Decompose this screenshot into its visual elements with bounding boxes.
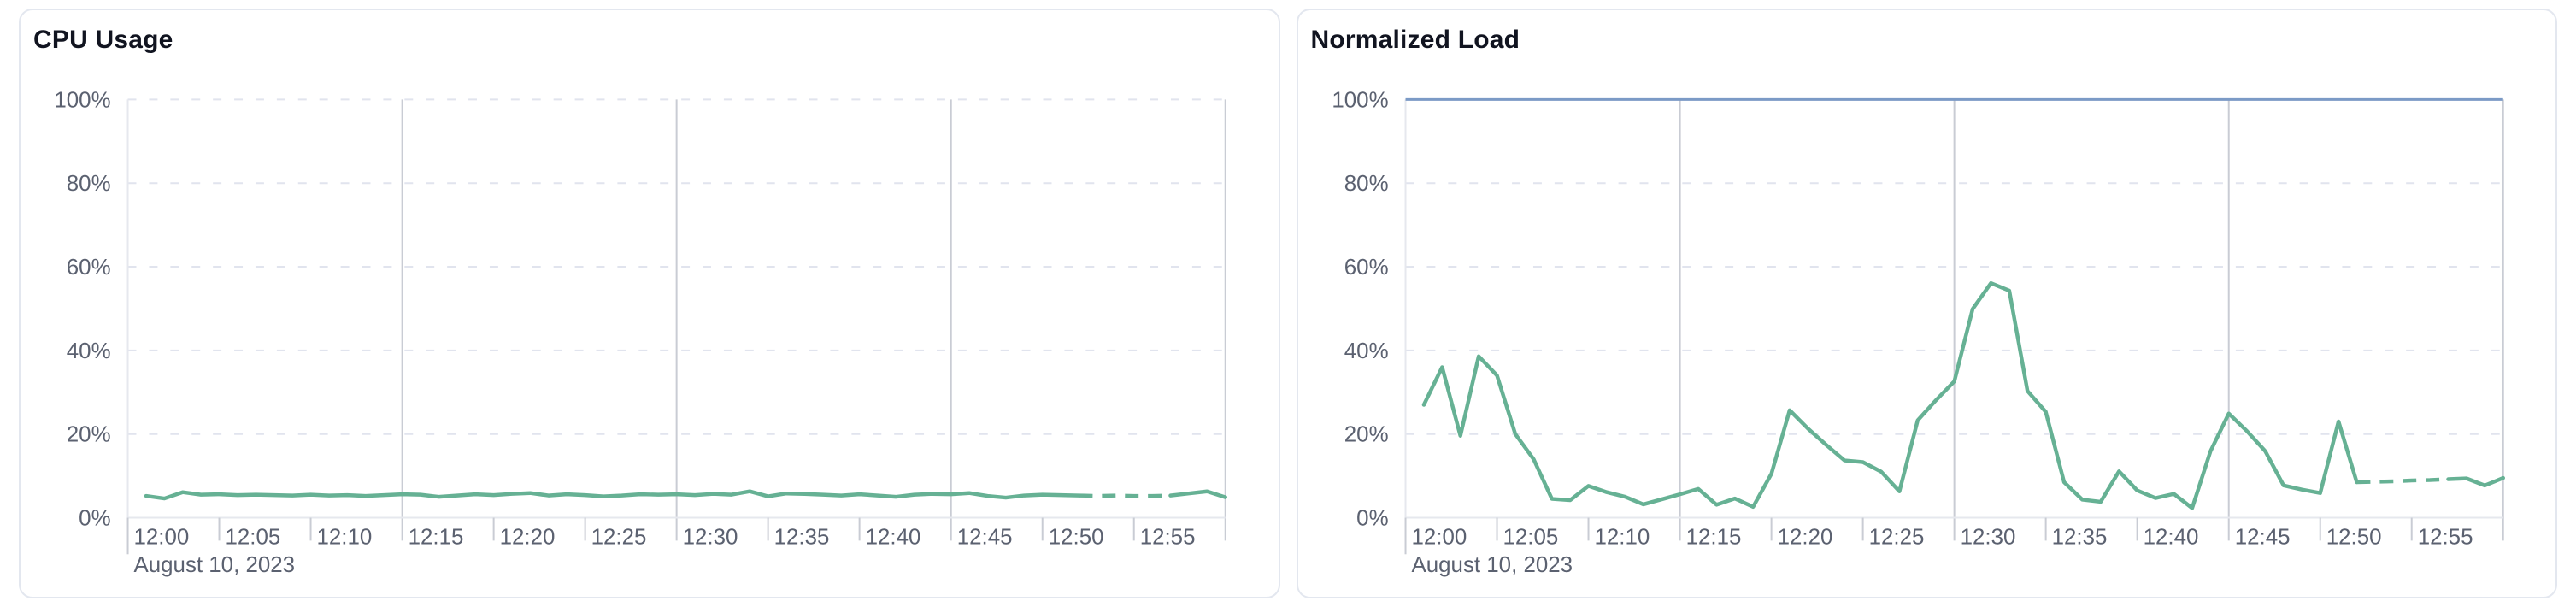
series-line: [1421, 280, 2359, 510]
x-axis-label: 12:00: [1411, 525, 1467, 549]
x-axis-label: 12:20: [500, 525, 556, 549]
y-axis-label: 100%: [1332, 88, 1388, 112]
y-axis-label: 0%: [1356, 507, 1388, 531]
series-line-tail: [2445, 475, 2505, 488]
y-axis-label: 40%: [1344, 339, 1388, 363]
x-axis-label: 12:35: [774, 525, 830, 549]
x-axis-label: 12:05: [1503, 525, 1558, 549]
y-axis-label: 100%: [54, 88, 110, 112]
x-axis-label: 12:25: [1868, 525, 1924, 549]
y-axis-label: 60%: [1344, 256, 1388, 280]
x-axis-label: 12:00: [134, 525, 190, 549]
cpu-usage-card: CPU Usage 12:00 12:05 12:10 12:15 12:20 12:25…: [19, 9, 1280, 598]
x-axis-label: 12:15: [409, 525, 464, 549]
x-axis-label: 12:30: [1960, 525, 2015, 549]
series-line: [144, 489, 1081, 501]
chart-title-cpu-usage: CPU Usage: [33, 26, 173, 54]
x-axis-label: 12:20: [1777, 525, 1832, 549]
y-axis-label: 60%: [67, 256, 111, 280]
x-axis-label: 12:40: [866, 525, 921, 549]
x-axis-date-label: August 10, 2023: [1411, 553, 1573, 577]
y-axis-label: 0%: [79, 507, 110, 531]
series-line-tail: [1168, 489, 1227, 499]
x-axis-label: 12:10: [1594, 525, 1650, 549]
y-axis-label: 20%: [1344, 423, 1388, 447]
y-axis-label: 80%: [1344, 172, 1388, 196]
y-axis-label: 40%: [67, 339, 111, 363]
normalized-load-card: Normalized Load 12:00 12:05 12:10 12:15 12:2…: [1296, 9, 2557, 598]
x-axis-label: 12:40: [2143, 525, 2198, 549]
y-axis-label: 80%: [67, 172, 111, 196]
x-axis-label: 12:25: [591, 525, 647, 549]
x-axis-label: 12:50: [1049, 525, 1104, 549]
x-axis-label: 12:55: [1140, 525, 1196, 549]
x-axis-label: 12:05: [226, 525, 281, 549]
normalized-load-chart[interactable]: 12:00 12:05 12:10 12:15 12:20 12:25 12:30 12:35…: [1298, 10, 2556, 597]
x-axis-label: 12:35: [2051, 525, 2107, 549]
series-line-forecast: [2355, 477, 2449, 485]
x-axis-label: 12:50: [2326, 525, 2381, 549]
x-axis-label: 12:45: [2234, 525, 2290, 549]
chart-canvas: 12:00 12:05 12:10 12:15 12:20 12:25 12:30 12:35…: [1332, 88, 2505, 577]
cpu-usage-chart[interactable]: 12:00 12:05 12:10 12:15 12:20 12:25 12:30 12:35…: [21, 10, 1279, 597]
x-axis-label: 12:10: [317, 525, 373, 549]
x-axis-label: 12:55: [2417, 525, 2473, 549]
x-axis-date-label: August 10, 2023: [134, 553, 296, 577]
chart-title-normalized-load: Normalized Load: [1310, 26, 1520, 54]
y-axis-label: 20%: [67, 423, 111, 447]
chart-canvas: 12:00 12:05 12:10 12:15 12:20 12:25 12:30 12:35…: [54, 88, 1227, 577]
x-axis-label: 12:45: [957, 525, 1013, 549]
x-axis-label: 12:30: [683, 525, 738, 549]
x-axis-label: 12:15: [1685, 525, 1741, 549]
